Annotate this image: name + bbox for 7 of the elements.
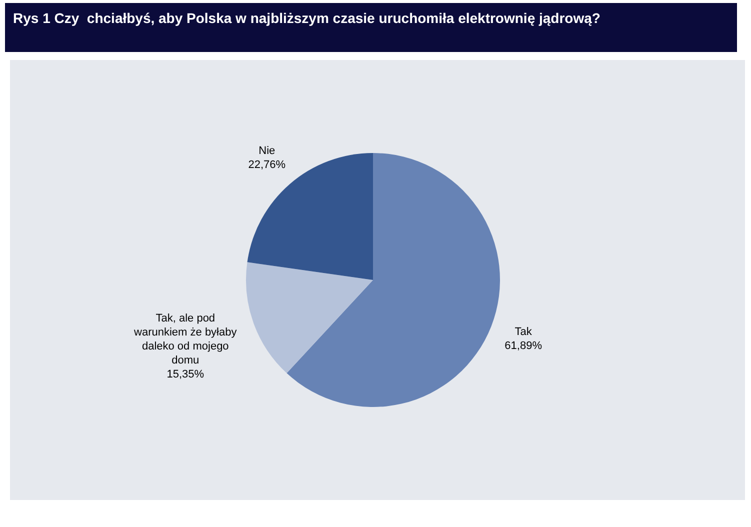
slice-label: Tak (514, 326, 532, 338)
chart-title: Rys 1 Czy chciałbyś, aby Polska w najbliższym czasie uruchomiła elektrownię jądrową? (5, 3, 737, 52)
data-label: 15,35% (166, 368, 204, 381)
slice-label: Nie (258, 144, 276, 157)
data-label: 61,89% (504, 340, 542, 352)
data-label: 22,76% (248, 158, 286, 171)
slice-label: Tak, ale pod warunkiem że byłaby daleko od mojego domu (133, 312, 238, 367)
